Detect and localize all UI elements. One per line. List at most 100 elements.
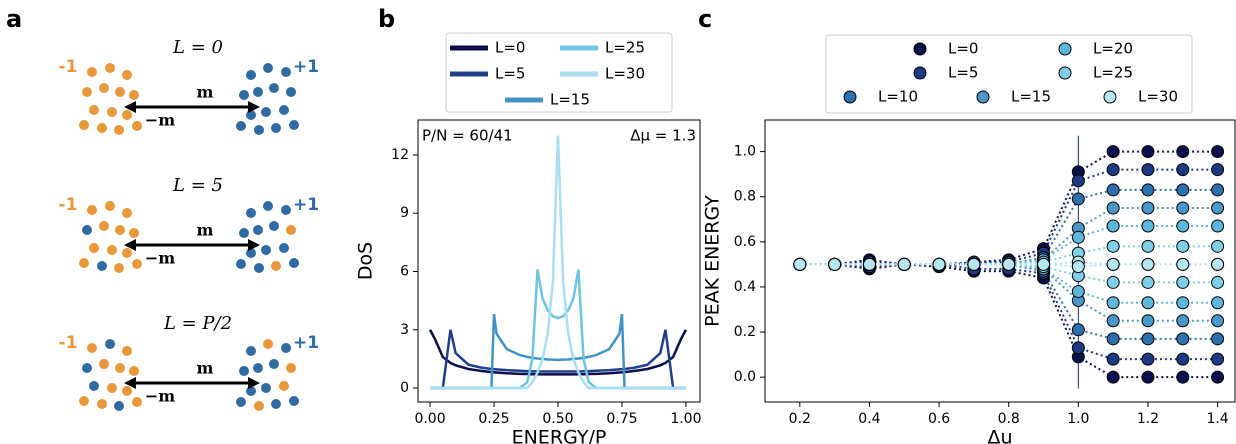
point (1106, 183, 1120, 197)
y-tick-label: 9 (400, 205, 409, 221)
x-tick-label: 0.4 (858, 411, 880, 427)
particle (239, 228, 249, 238)
legend-box (445, 32, 673, 113)
legend-marker (843, 90, 857, 104)
point (1176, 257, 1190, 271)
particle (87, 205, 97, 215)
point (1141, 370, 1155, 384)
x-axis-label: Δu (987, 427, 1012, 444)
particle (99, 359, 109, 369)
point (1211, 352, 1225, 366)
y-tick-label: 0.4 (734, 279, 756, 295)
particle (79, 396, 89, 406)
particle (129, 366, 139, 376)
particle (107, 107, 117, 117)
point (1211, 219, 1225, 233)
particle (269, 221, 279, 231)
particle (289, 258, 299, 268)
particle (269, 359, 279, 369)
charge-label: -1 (59, 57, 78, 77)
point (1176, 145, 1190, 159)
x-tick-label: 0.75 (606, 411, 637, 427)
particle (99, 83, 109, 93)
point (1071, 192, 1085, 206)
legend-marker (1058, 42, 1072, 56)
y-tick-label: 0.8 (734, 189, 756, 205)
point (1106, 201, 1120, 215)
point (1106, 219, 1120, 233)
panel-label: c (698, 5, 712, 33)
point (1002, 257, 1016, 271)
particle (82, 87, 92, 97)
particle (246, 208, 256, 218)
point (1176, 370, 1190, 384)
point (793, 257, 807, 271)
particle (271, 399, 281, 409)
point (1211, 163, 1225, 177)
legend-marker (913, 66, 927, 80)
particle (115, 225, 125, 235)
particle (271, 261, 281, 271)
x-tick-label: 0.50 (542, 411, 573, 427)
diagram-title: L = 5 (172, 175, 223, 196)
series-line (799, 263, 1218, 379)
particle (122, 110, 132, 120)
point (1141, 352, 1155, 366)
particle (82, 363, 92, 373)
y-tick-label: 0 (400, 380, 409, 396)
legend-marker (913, 42, 927, 56)
particle (289, 120, 299, 130)
series-line (799, 150, 1218, 268)
point (1176, 296, 1190, 310)
y-tick-label: 6 (400, 263, 409, 279)
point (1071, 260, 1085, 274)
particle (97, 123, 107, 133)
particle (105, 201, 115, 211)
particle (115, 87, 125, 97)
point (1176, 314, 1190, 328)
charge-label: +1 (293, 333, 319, 353)
point (1211, 257, 1225, 271)
point (1141, 296, 1155, 310)
series-line (799, 263, 1218, 361)
particle (236, 397, 246, 407)
point (1106, 296, 1120, 310)
particle (261, 383, 271, 393)
point (1211, 296, 1225, 310)
particle (132, 397, 142, 407)
series-line (430, 135, 686, 390)
legend-marker (1103, 90, 1117, 104)
particle (87, 67, 97, 77)
point (1176, 183, 1190, 197)
charge-label: -1 (59, 333, 78, 353)
particle (89, 105, 99, 115)
point (932, 257, 946, 271)
particle (129, 90, 139, 100)
arrow-label: −m (145, 111, 175, 130)
particle (279, 105, 289, 115)
point (1211, 145, 1225, 159)
point (967, 257, 981, 271)
series-line (428, 329, 688, 376)
particle (97, 261, 107, 271)
particle (263, 63, 273, 73)
particle (107, 245, 117, 255)
particle (89, 243, 99, 253)
point (1141, 314, 1155, 328)
particle (105, 63, 115, 73)
x-tick-label: 0.2 (789, 411, 811, 427)
point (1211, 332, 1225, 346)
legend-label: L=0 (948, 40, 978, 58)
particle (281, 343, 291, 353)
particle (246, 70, 256, 80)
point (1141, 219, 1155, 233)
x-tick-label: 1.0 (1067, 411, 1089, 427)
point (1141, 332, 1155, 346)
point (1141, 275, 1155, 289)
arrow-label: m (197, 359, 214, 378)
particle (122, 70, 132, 80)
legend-label: L=25 (605, 39, 645, 57)
particle (97, 399, 107, 409)
particle (253, 225, 263, 235)
